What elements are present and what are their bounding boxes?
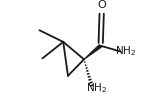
- Polygon shape: [84, 44, 102, 60]
- Text: NH$_2$: NH$_2$: [115, 44, 136, 58]
- Text: O: O: [97, 1, 106, 11]
- Text: NH$_2$: NH$_2$: [85, 81, 107, 95]
